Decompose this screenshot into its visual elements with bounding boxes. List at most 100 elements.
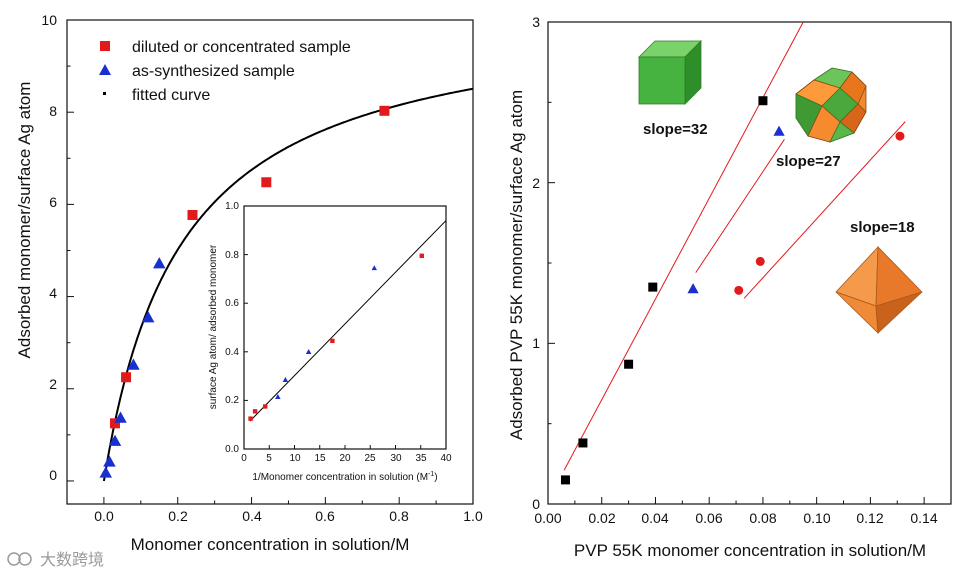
inset-y-tick-label: 0.8 [225, 250, 239, 261]
cuboctahedron-illustration [795, 67, 867, 143]
left-fitted-curve [102, 87, 474, 482]
data-point-square [578, 438, 588, 448]
annotation-slope-32: slope=32 [643, 121, 708, 138]
left-data-points [99, 105, 390, 478]
data-point-triangle [108, 434, 122, 446]
legend-entry-fitted-curve: fitted curve [132, 87, 210, 104]
data-point-square [187, 209, 198, 220]
right-x-tick-label: 0.04 [641, 510, 668, 526]
annotation-slope-27: slope=27 [776, 153, 841, 170]
right-x-tick-label: 0.14 [910, 510, 937, 526]
data-point-circle [755, 256, 765, 266]
data-point-triangle [773, 125, 785, 136]
fit-line [695, 139, 785, 273]
inset-plot-frame [243, 205, 447, 450]
legend-triangle-marker [99, 64, 111, 75]
watermark: 大数跨境 [7, 550, 104, 569]
inset-y-tick-label: 0.6 [225, 298, 239, 309]
data-point-triangle [275, 394, 281, 399]
inset-y-axis-label: surface Ag atom/ adsorbed monomer [208, 244, 219, 409]
right-ticks [547, 21, 925, 505]
legend-square-marker [100, 41, 110, 51]
left-panel: 0.0 0.2 0.4 0.6 0.8 1.0 0 2 4 6 8 10 Mon… [15, 12, 483, 554]
data-point-square [648, 282, 658, 292]
cube-illustration [638, 40, 702, 105]
right-data-points [560, 96, 905, 485]
data-point-square [248, 416, 253, 421]
left-y-tick-label: 0 [49, 467, 57, 483]
right-x-axis-label: PVP 55K monomer concentration in solutio… [574, 541, 926, 560]
inset-y-tick-labels: 0.0 0.2 0.4 0.6 0.8 1.0 [225, 201, 239, 455]
right-y-tick-label: 1 [532, 335, 540, 351]
right-y-tick-label: 0 [532, 496, 540, 512]
data-point-square [624, 359, 634, 369]
left-y-tick-label: 2 [49, 376, 57, 392]
data-point-triangle [371, 265, 378, 271]
left-plot-frame [66, 19, 474, 505]
data-point-square [330, 338, 335, 344]
left-y-tick-label: 6 [49, 194, 57, 210]
data-point-square [261, 177, 272, 188]
watermark-text: 大数跨境 [40, 550, 104, 569]
left-y-axis-label: Adsorbed monomer/surface Ag atom [15, 82, 34, 359]
inset-ticks [243, 205, 447, 450]
inset-data-points [248, 253, 424, 421]
right-x-tick-label: 0.08 [749, 510, 776, 526]
inset-x-tick-label: 10 [289, 453, 301, 464]
right-x-tick-labels: 0.00 0.02 0.04 0.06 0.08 0.10 0.12 0.14 [534, 510, 937, 526]
fit-line [743, 121, 906, 299]
data-point-square [419, 253, 424, 259]
inset-x-tick-label: 25 [364, 453, 376, 464]
left-y-tick-label: 10 [41, 12, 57, 28]
data-point-triangle [282, 376, 289, 382]
inset-y-tick-label: 0.0 [225, 444, 239, 455]
data-point-circle [734, 285, 744, 295]
left-ticks [67, 19, 474, 504]
inset-x-tick-label: 20 [339, 453, 351, 464]
left-x-tick-label: 0.4 [242, 508, 262, 524]
right-x-tick-label: 0.02 [588, 510, 615, 526]
data-point-triangle [687, 283, 699, 294]
inset-x-tick-label: 15 [314, 453, 326, 464]
legend-entry-diluted: diluted or concentrated sample [132, 39, 351, 56]
left-y-tick-label: 4 [49, 285, 57, 301]
data-point-triangle [305, 349, 312, 354]
left-x-tick-label: 0.2 [168, 508, 188, 524]
data-point-triangle [114, 411, 127, 423]
data-point-triangle [141, 311, 155, 323]
left-x-tick-labels: 0.0 0.2 0.4 0.6 0.8 1.0 [94, 508, 483, 524]
data-point-circle [895, 131, 905, 141]
left-x-axis-label: Monomer concentration in solution/M [131, 535, 410, 554]
inset-x-axis-label: 1/Monomer concentration in solution (M-1… [252, 471, 437, 483]
data-point-square [379, 105, 390, 116]
inset-y-tick-label: 0.2 [225, 395, 239, 406]
watermark-logo-icon [18, 552, 32, 566]
data-point-triangle [103, 455, 116, 467]
inset-x-tick-label: 5 [266, 453, 272, 464]
data-point-square [121, 372, 132, 383]
octahedron-illustration [835, 245, 923, 335]
data-point-square [758, 96, 768, 106]
inset-x-tick-label: 0 [241, 453, 247, 464]
right-y-tick-label: 2 [532, 175, 540, 191]
inset-y-tick-label: 0.4 [225, 347, 239, 358]
inset-x-tick-label: 35 [415, 453, 427, 464]
data-point-square [109, 418, 120, 429]
data-point-square [252, 409, 258, 414]
inset-y-tick-label: 1.0 [225, 201, 239, 212]
left-x-tick-label: 0.8 [389, 508, 409, 524]
right-y-axis-label: Adsorbed PVP 55K monomer/surface Ag atom [507, 90, 526, 440]
right-y-tick-labels: 0 1 2 3 [532, 14, 540, 512]
right-x-tick-label: 0.12 [856, 510, 883, 526]
left-legend: diluted or concentrated sample as-synthe… [99, 39, 351, 104]
inset-linear-fit [249, 220, 447, 422]
right-panel: 0.00 0.02 0.04 0.06 0.08 0.10 0.12 0.14 … [507, 14, 952, 560]
data-point-square [263, 404, 268, 409]
data-point-square [560, 475, 570, 485]
left-x-tick-label: 0.6 [315, 508, 335, 524]
right-y-tick-label: 3 [532, 14, 540, 30]
data-point-triangle [153, 257, 166, 269]
right-x-tick-label: 0.06 [695, 510, 722, 526]
inset-x-tick-label: 40 [440, 453, 452, 464]
